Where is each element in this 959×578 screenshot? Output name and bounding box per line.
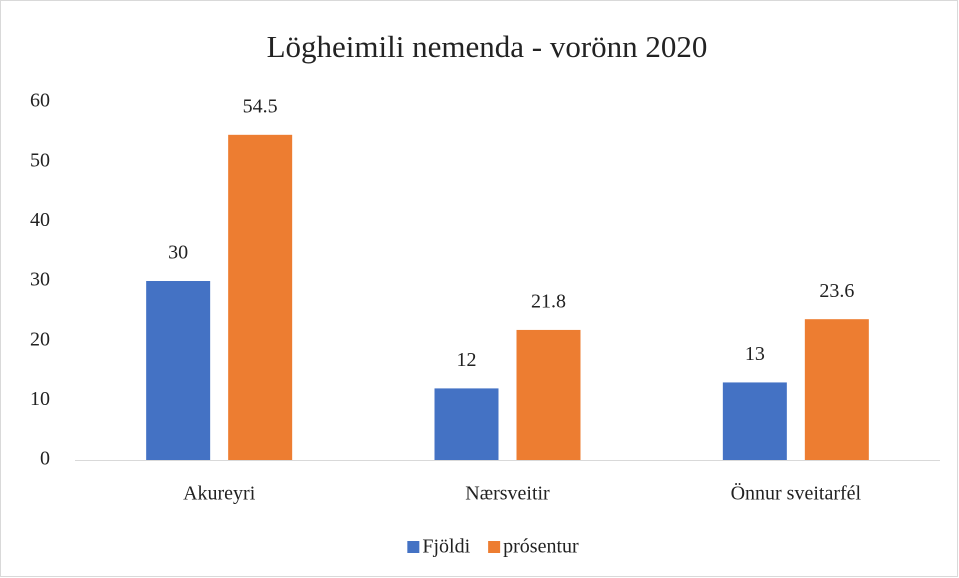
y-tick-label: 40 [30,209,50,231]
bar [804,319,869,460]
legend-swatch [407,541,420,553]
legend-label: prósentur [503,536,579,558]
y-tick-label: 60 [30,90,50,112]
y-tick-label: 20 [30,328,50,350]
legend-label: Fjöldi [422,536,470,558]
y-tick-label: 10 [30,388,50,410]
bar [434,388,499,460]
data-label: 54.5 [243,95,278,117]
data-label: 30 [168,242,188,264]
bar [228,134,293,461]
data-label: 23.6 [819,280,854,302]
data-label: 13 [745,343,765,365]
legend-swatch [488,541,501,553]
x-tick-label: Önnur sveitarfél [731,482,862,505]
bar [516,329,581,460]
chart-title: Lögheimili nemenda - vorönn 2020 [267,29,708,64]
y-tick-label: 0 [40,448,50,470]
y-tick-label: 50 [30,149,50,171]
data-label: 12 [457,349,477,371]
data-label: 21.8 [531,291,566,313]
x-tick-label: Akureyri [183,483,256,505]
bar [146,281,211,460]
bar [722,382,787,460]
x-tick-label: Nærsveitir [465,483,550,505]
y-tick-label: 30 [30,269,50,291]
